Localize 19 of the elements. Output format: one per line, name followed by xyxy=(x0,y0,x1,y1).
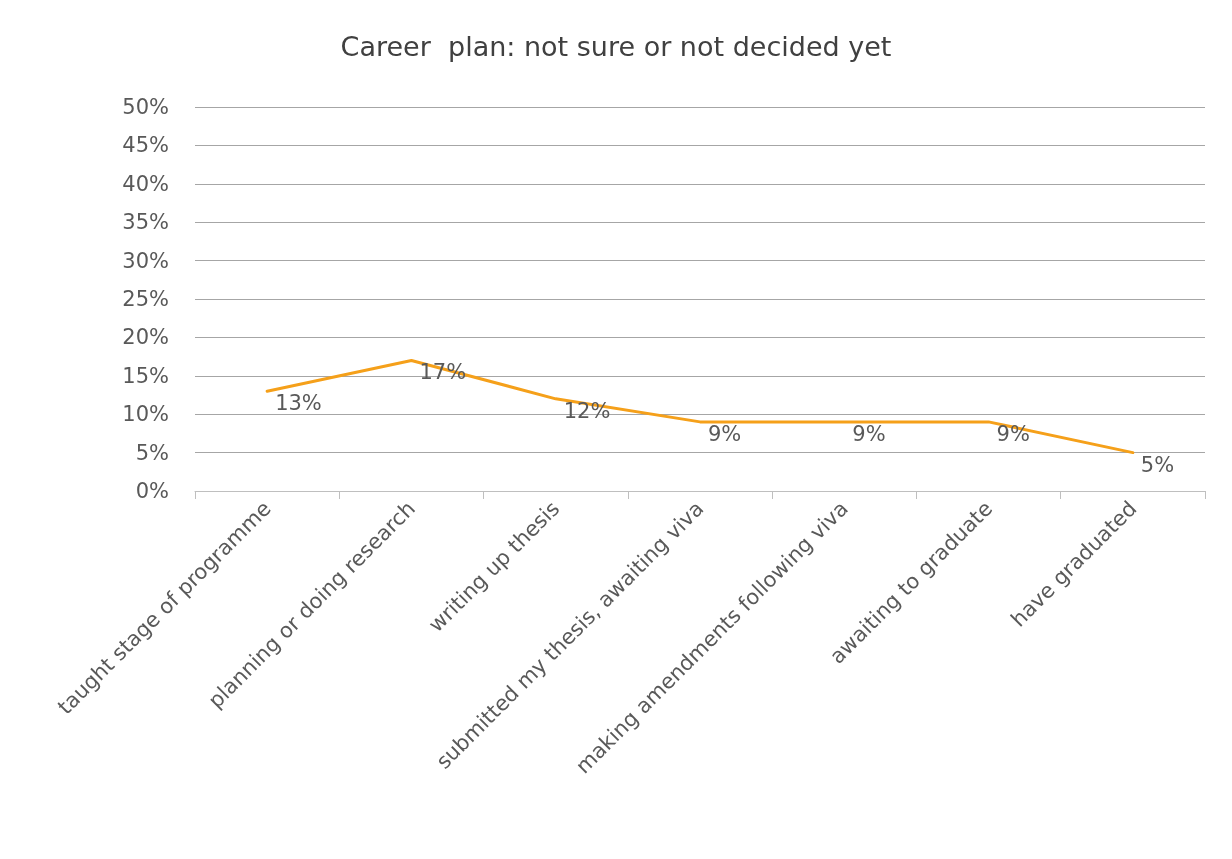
text: 9% xyxy=(996,421,1030,446)
y-tick-label: 25% xyxy=(122,287,169,311)
y-tick-label: 20% xyxy=(122,325,169,350)
y-tick-label: 10% xyxy=(122,402,169,427)
y-tick-label: 0% xyxy=(135,479,169,503)
y-tick-label: 45% xyxy=(122,133,169,158)
y-tick-label: 30% xyxy=(122,248,169,273)
text: 5% xyxy=(1140,452,1175,477)
y-tick-label: 15% xyxy=(122,363,169,388)
y-tick-label: 35% xyxy=(122,210,169,235)
y-tick-label: 50% xyxy=(122,95,169,119)
text: 9% xyxy=(852,421,886,446)
y-tick-label: 5% xyxy=(135,440,169,465)
chart-title: Career plan: not sure or not decided yet xyxy=(340,31,892,62)
y-tick-label: 40% xyxy=(122,171,169,196)
line-series xyxy=(265,358,1135,455)
text: 9% xyxy=(708,421,742,446)
text: 12% xyxy=(563,398,611,423)
text: 13% xyxy=(275,391,322,416)
